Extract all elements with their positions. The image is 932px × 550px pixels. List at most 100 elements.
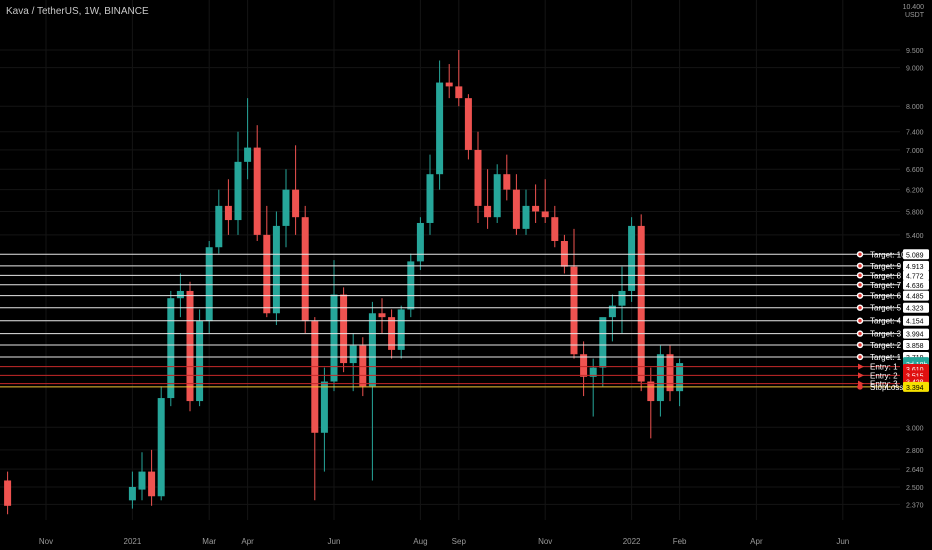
price-tag-label: 4.772: [906, 273, 924, 280]
candle-body: [541, 211, 549, 218]
time-tick-label: Aug: [413, 537, 427, 546]
price-tag: [903, 302, 929, 313]
stop-icon: [857, 384, 863, 390]
candle-body: [292, 189, 300, 218]
level-label: Target: 6: [870, 292, 902, 301]
candle-body: [436, 82, 444, 175]
candle-body: [637, 225, 645, 382]
time-axis[interactable]: Nov 2021 Mar Apr Jun Aug Sep Nov 2022 Feb Apr Jun: [39, 537, 849, 546]
time-tick-label: Nov: [538, 537, 552, 546]
price-tag: [903, 315, 929, 326]
price-tag-label: 4.323: [906, 306, 924, 313]
target-icon-center: [858, 273, 862, 278]
level-label: Target: 5: [870, 304, 902, 313]
candle-body: [455, 86, 463, 99]
candle-body: [215, 205, 223, 248]
candle-body: [628, 225, 636, 291]
price-tag: [903, 279, 929, 290]
target-icon-center: [858, 293, 862, 298]
candle-body: [416, 222, 424, 262]
candle-body: [234, 161, 242, 221]
time-tick-label: Jun: [836, 537, 849, 546]
level-label: Target: 7: [870, 281, 902, 290]
time-tick-label: 2021: [124, 537, 142, 546]
price-tick-label: 2.800: [906, 448, 924, 455]
candle-body: [666, 354, 674, 392]
candle-body: [138, 471, 146, 490]
candle-body: [503, 174, 511, 190]
time-tick-label: Feb: [673, 537, 687, 546]
candle-body: [551, 217, 559, 241]
time-tick-label: 2022: [623, 537, 641, 546]
candle-body: [676, 363, 684, 392]
candle-body: [128, 486, 136, 501]
target-icon-center: [858, 283, 862, 287]
candle-body: [176, 290, 184, 299]
level-label: Target: 2: [870, 341, 902, 350]
target-icon-center: [858, 331, 862, 336]
price-tick-label: 5.800: [906, 209, 924, 216]
candle-body: [570, 266, 578, 355]
time-tick-label: Mar: [202, 537, 216, 546]
level-label: Target: 4: [870, 317, 902, 326]
level-label: Target: 9: [870, 262, 902, 271]
symbol-title: Kava / TetherUS, 1W, BINANCE: [6, 6, 149, 17]
target-icon-center: [858, 355, 862, 359]
time-tick-label: Nov: [39, 537, 53, 546]
candle-body: [407, 261, 415, 310]
target-icon-center: [858, 264, 862, 268]
price-tick-label: 2.640: [906, 467, 924, 474]
candle-body: [301, 217, 309, 322]
candle-body: [378, 313, 386, 318]
price-tick-label: 2.370: [906, 502, 924, 509]
candle-body: [359, 345, 367, 387]
price-tag-label: 3.858: [906, 343, 924, 350]
level-label: Target: 8: [870, 271, 902, 280]
price-tick-label: 8.000: [906, 104, 924, 111]
price-tag-label: 4.913: [906, 264, 924, 271]
candle-body: [464, 98, 472, 150]
candle-body: [224, 205, 232, 221]
price-tag-label: 3.994: [906, 332, 924, 339]
price-tag-label: 4.154: [906, 319, 924, 326]
price-tick-label: 9.000: [906, 66, 924, 73]
level-label: StopLoss: [870, 383, 903, 392]
level-label: Entry: 3: [870, 380, 898, 389]
axis-top-value: 10.400: [902, 4, 924, 11]
price-tag-label: 4.636: [906, 283, 924, 290]
level-label: Target: 10: [870, 250, 906, 259]
candle-body: [647, 381, 655, 402]
candle-body: [186, 290, 194, 402]
candle-body: [205, 247, 213, 322]
currency-label: 10.400 USDT: [903, 4, 924, 20]
candle-body: [397, 309, 405, 350]
level-label: Entry: 1: [870, 363, 898, 372]
candle-body: [253, 147, 261, 235]
candle-body: [157, 398, 165, 497]
target-icon-center: [858, 319, 862, 323]
price-tag: [903, 290, 929, 301]
price-tick-label: 6.200: [906, 188, 924, 195]
candle-body: [474, 149, 482, 206]
price-tick-label: 3.000: [906, 425, 924, 432]
candle-body: [311, 321, 319, 433]
entry-flag-icon: [858, 372, 864, 379]
candle-body: [493, 174, 501, 218]
candle-body: [445, 82, 453, 87]
candle-body: [272, 225, 280, 314]
level-label: Target: 1: [870, 353, 902, 362]
candle-body: [263, 234, 271, 314]
entry-flag-icon: [858, 363, 864, 370]
target-icon-center: [858, 343, 862, 347]
time-tick-label: Apr: [241, 537, 254, 546]
candle-body: [608, 305, 616, 318]
candle-body: [4, 480, 12, 506]
candles: [4, 49, 684, 515]
candle-body: [522, 205, 530, 229]
target-icon-center: [858, 305, 862, 310]
price-tick-label: 5.400: [906, 233, 924, 240]
price-tick-label: 9.500: [906, 48, 924, 55]
price-tick-label: 7.000: [906, 148, 924, 155]
candle-body: [244, 147, 252, 162]
